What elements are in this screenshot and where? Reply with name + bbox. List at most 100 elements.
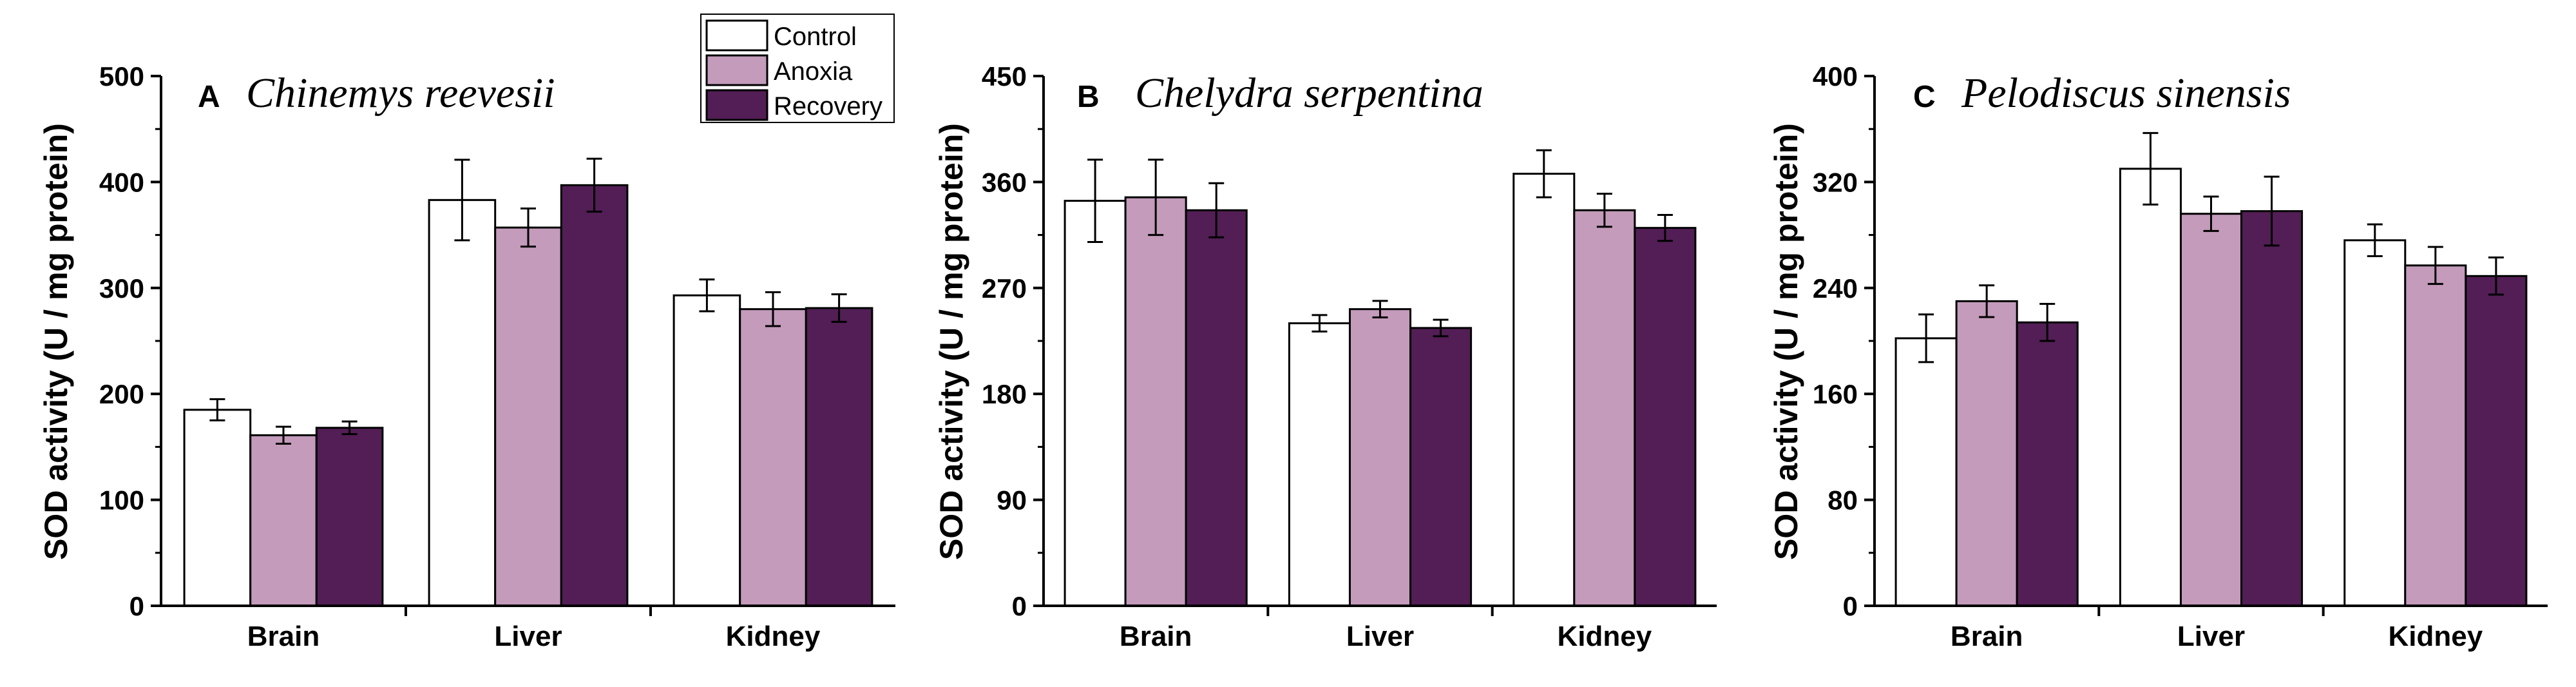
panel-a-xtick-label-liver: Liver bbox=[494, 621, 562, 652]
panel-b-ytick-label: 450 bbox=[982, 61, 1027, 92]
panel-b-ytick-label: 360 bbox=[982, 167, 1027, 197]
panel-b-bar-recovery-brain bbox=[1185, 209, 1248, 607]
panel-c-bar-control-kidney bbox=[2343, 239, 2407, 607]
panel-c-ytick-label: 400 bbox=[1813, 61, 1858, 92]
panel-b-bar-control-kidney bbox=[1512, 173, 1576, 607]
panel-a-bar-recovery-liver bbox=[560, 184, 629, 607]
panel-a-errorbar-recovery-brain bbox=[341, 420, 358, 436]
panel-b-errorbar-anoxia-brain bbox=[1148, 159, 1164, 237]
panel-b-bar-anoxia-liver bbox=[1348, 308, 1412, 607]
panel-c-bar-anoxia-brain bbox=[1955, 300, 2018, 607]
panel-a-bar-recovery-kidney bbox=[805, 307, 873, 607]
panel-b-xtick-label-liver: Liver bbox=[1346, 621, 1414, 652]
legend: Control Anoxia Recovery bbox=[700, 14, 895, 123]
panel-b-ylabel: SOD activity (U / mg protein) bbox=[933, 123, 969, 560]
panel-b-bar-anoxia-kidney bbox=[1573, 209, 1636, 607]
panel-a-ytick-label: 500 bbox=[99, 61, 144, 92]
panel-c-xtick-label-liver: Liver bbox=[2177, 621, 2245, 652]
panel-c-bar-recovery-kidney bbox=[2465, 275, 2528, 607]
panel-c-ytick-label: 240 bbox=[1813, 273, 1858, 304]
panel-a-errorbar-recovery-kidney bbox=[831, 293, 847, 323]
panel-a-ylabel: SOD activity (U / mg protein) bbox=[38, 123, 74, 560]
panel-a-bar-control-brain bbox=[183, 409, 252, 607]
panel-c-errorbar-control-brain bbox=[1918, 313, 1934, 363]
panel-c-xtick-label-brain: Brain bbox=[1951, 621, 2023, 652]
panel-b-bar-anoxia-brain bbox=[1124, 196, 1187, 607]
panel-b-title: Chelydra serpentina bbox=[1135, 70, 1484, 117]
panel-b-xtick-label-brain: Brain bbox=[1120, 621, 1192, 652]
panel-a-xtick-label-kidney: Kidney bbox=[726, 621, 821, 652]
panel-a-bar-anoxia-kidney bbox=[739, 308, 807, 607]
panel-c-errorbar-control-kidney bbox=[2367, 223, 2383, 257]
panel-c-ytick-label: 0 bbox=[1843, 591, 1858, 621]
panel-c-ytick-label: 160 bbox=[1813, 379, 1858, 409]
panel-b-bar-control-liver bbox=[1288, 322, 1351, 607]
panel-b-ytick-label: 270 bbox=[982, 273, 1027, 304]
panel-a-errorbar-recovery-liver bbox=[586, 157, 602, 213]
panel-b-errorbar-anoxia-kidney bbox=[1596, 193, 1612, 228]
panel-a-title: Chinemys reevesii bbox=[246, 70, 555, 117]
legend-swatch-recovery bbox=[705, 89, 768, 121]
panel-a-bar-control-kidney bbox=[673, 294, 741, 607]
panel-a-bar-recovery-brain bbox=[315, 427, 384, 607]
panel-b-errorbar-recovery-liver bbox=[1433, 318, 1449, 338]
panel-a-ytick-label: 300 bbox=[99, 273, 144, 304]
panel-b-errorbar-control-brain bbox=[1087, 159, 1103, 244]
panel-a-bar-anoxia-liver bbox=[494, 226, 562, 607]
panel-b-errorbar-recovery-brain bbox=[1208, 182, 1225, 238]
panel-c-ytick-label: 320 bbox=[1813, 167, 1858, 197]
panel-b-errorbar-anoxia-liver bbox=[1372, 300, 1388, 318]
panel-b-bar-recovery-liver bbox=[1409, 327, 1473, 607]
panel-c-errorbar-control-liver bbox=[2142, 131, 2159, 206]
panel-c-ylabel: SOD activity (U / mg protein) bbox=[1768, 123, 1804, 560]
panel-c-errorbar-anoxia-brain bbox=[1979, 284, 1995, 318]
panel-c-bar-anoxia-kidney bbox=[2404, 264, 2467, 607]
panel-b-errorbar-recovery-kidney bbox=[1657, 214, 1673, 242]
legend-swatch-control bbox=[705, 19, 768, 52]
panel-a-bar-control-liver bbox=[428, 198, 497, 607]
panel-a-letter: A bbox=[198, 80, 220, 114]
panel-a: SOD activity (U / mg protein) A Chinemys… bbox=[38, 61, 895, 652]
panel-a-errorbar-control-kidney bbox=[699, 278, 715, 313]
panel-c-ytick-label: 80 bbox=[1827, 485, 1858, 516]
legend-label-recovery: Recovery bbox=[774, 92, 883, 121]
panel-b-errorbar-control-liver bbox=[1312, 314, 1328, 333]
panel-c-errorbar-recovery-brain bbox=[2039, 302, 2056, 342]
panel-c-errorbar-recovery-kidney bbox=[2488, 256, 2504, 296]
panel-a-errorbar-anoxia-liver bbox=[520, 208, 536, 248]
panel-c: SOD activity (U / mg protein) C Pelodisc… bbox=[1768, 61, 2548, 652]
panel-c-bar-recovery-brain bbox=[2016, 321, 2079, 607]
panel-b-bar-control-brain bbox=[1064, 200, 1127, 607]
legend-label-anoxia: Anoxia bbox=[774, 57, 853, 86]
panel-c-bar-control-liver bbox=[2119, 168, 2182, 607]
legend-swatch-anoxia bbox=[705, 54, 768, 86]
panel-b-letter: B bbox=[1077, 80, 1100, 114]
panel-b-xtick-label-kidney: Kidney bbox=[1557, 621, 1652, 652]
panel-c-xtick-label-kidney: Kidney bbox=[2388, 621, 2483, 652]
panel-b: SOD activity (U / mg protein) B Chelydra… bbox=[933, 61, 1717, 652]
panel-a-ytick-label: 0 bbox=[129, 591, 144, 621]
panel-a-ytick-label: 100 bbox=[99, 485, 144, 516]
panel-b-ytick-label: 0 bbox=[1012, 591, 1027, 621]
panel-c-letter: C bbox=[1913, 80, 1936, 114]
panel-b-errorbar-control-kidney bbox=[1536, 149, 1552, 198]
panel-c-errorbar-anoxia-liver bbox=[2203, 195, 2219, 232]
panel-c-bar-anoxia-liver bbox=[2179, 213, 2243, 607]
legend-label-control: Control bbox=[774, 23, 857, 51]
panel-c-bar-recovery-liver bbox=[2240, 210, 2304, 607]
panel-a-bar-anoxia-brain bbox=[249, 434, 318, 607]
panel-c-errorbar-recovery-liver bbox=[2264, 175, 2280, 247]
panel-b-ytick-label: 90 bbox=[997, 485, 1027, 516]
panel-c-title: Pelodiscus sinensis bbox=[1961, 70, 2291, 117]
panel-a-ytick-label: 400 bbox=[99, 167, 144, 197]
panel-b-ytick-label: 180 bbox=[982, 379, 1027, 409]
panel-a-errorbar-control-brain bbox=[209, 398, 225, 421]
panel-a-errorbar-anoxia-brain bbox=[276, 425, 291, 445]
panel-a-ytick-label: 200 bbox=[99, 379, 144, 409]
panel-a-xtick-label-brain: Brain bbox=[247, 621, 320, 652]
panel-b-bar-recovery-kidney bbox=[1634, 227, 1697, 607]
panel-c-errorbar-anoxia-kidney bbox=[2427, 246, 2443, 285]
panel-a-errorbar-anoxia-kidney bbox=[765, 291, 781, 327]
panel-a-errorbar-control-liver bbox=[454, 159, 470, 242]
